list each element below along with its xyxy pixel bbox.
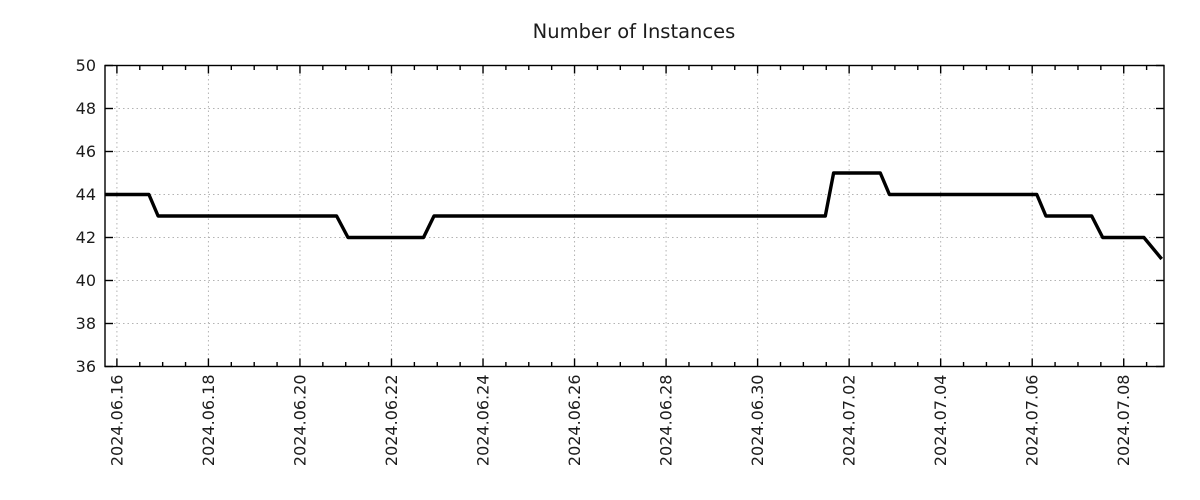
x-tick-label: 2024.06.28 xyxy=(657,375,676,467)
x-tick-label: 2024.06.22 xyxy=(382,375,401,467)
x-tick-label: 2024.07.08 xyxy=(1114,375,1133,467)
x-tick-label: 2024.07.06 xyxy=(1023,375,1042,467)
x-tick-label: 2024.06.20 xyxy=(290,375,309,467)
y-tick-label: 36 xyxy=(76,357,96,376)
y-tick-label: 46 xyxy=(76,142,96,161)
x-tick-label: 2024.06.24 xyxy=(474,375,493,467)
x-tick-label: 2024.06.26 xyxy=(565,375,584,467)
y-tick-label: 40 xyxy=(76,271,96,290)
y-tick-label: 42 xyxy=(76,228,96,247)
x-tick-label: 2024.06.16 xyxy=(107,375,126,467)
x-tick-label: 2024.06.30 xyxy=(748,375,767,467)
x-tick-label: 2024.07.04 xyxy=(931,375,950,467)
y-tick-label: 50 xyxy=(76,56,96,75)
label-layer: 36 38 40 42 44 46 48 50 2024.06.16 2024.06.18 2024… xyxy=(76,56,1134,466)
series-line xyxy=(105,171,1164,261)
x-tick-label: 2024.06.18 xyxy=(199,375,218,467)
chart-title: Number of Instances xyxy=(533,20,736,43)
y-tick-label: 44 xyxy=(76,185,96,204)
y-tick-label: 48 xyxy=(76,99,96,118)
axis-layer xyxy=(104,64,1165,368)
series-layer xyxy=(105,171,1164,261)
y-tick-label: 38 xyxy=(76,314,96,333)
x-tick-label: 2024.07.02 xyxy=(840,375,859,467)
plot-frame xyxy=(104,64,1165,368)
